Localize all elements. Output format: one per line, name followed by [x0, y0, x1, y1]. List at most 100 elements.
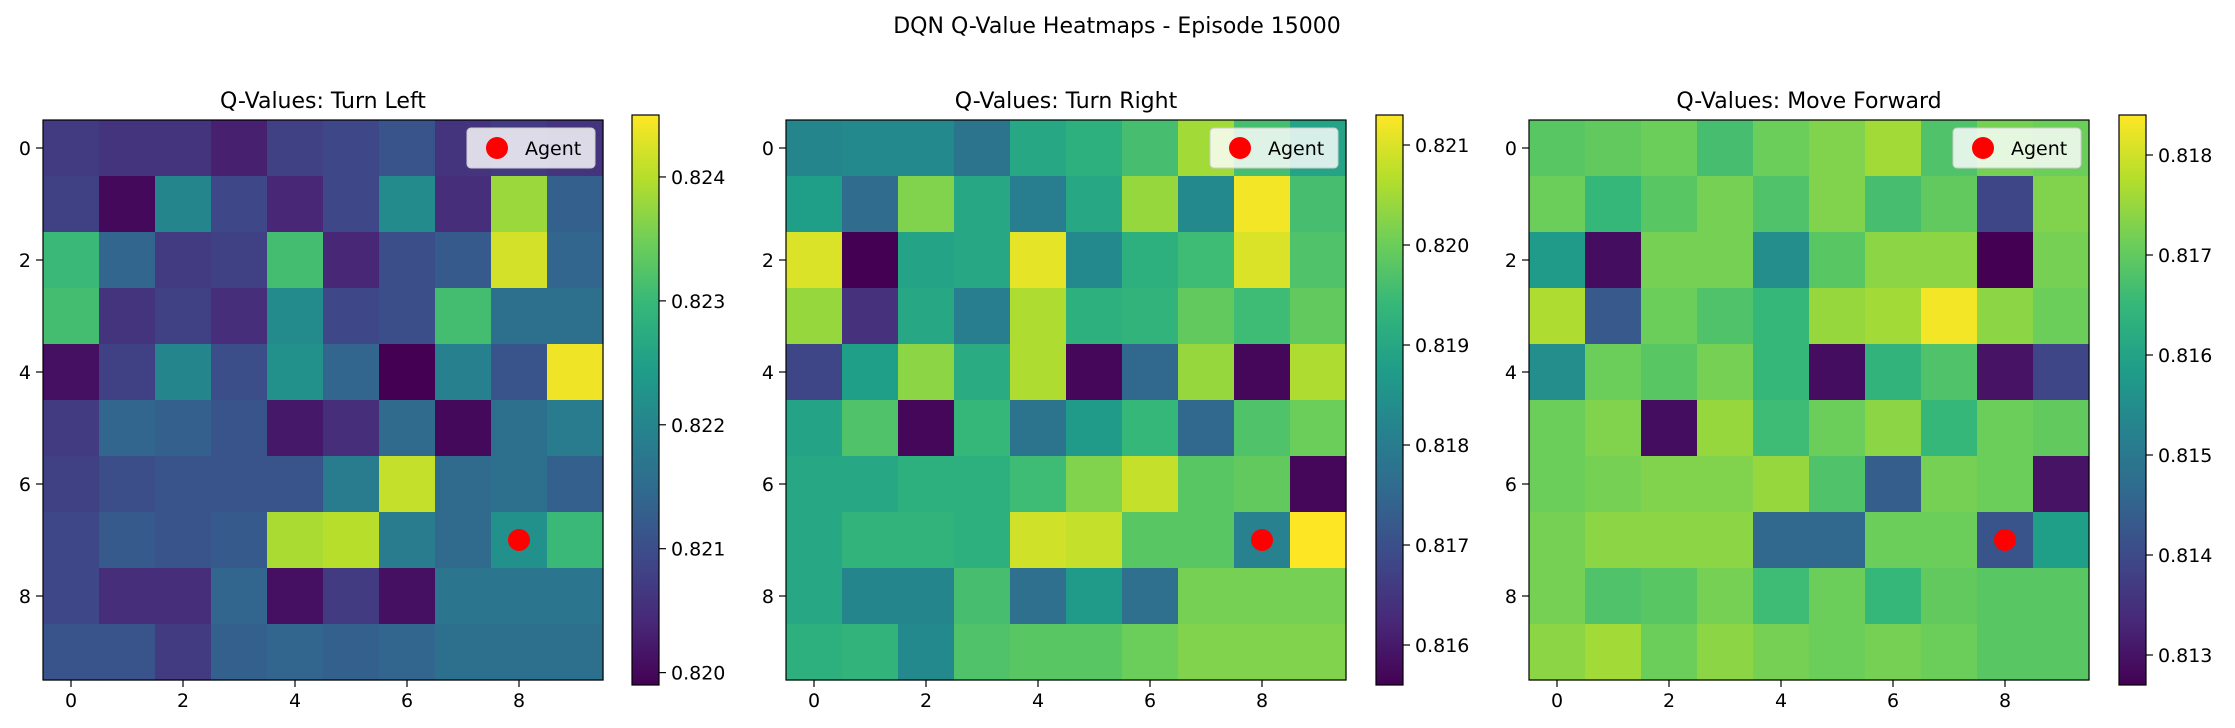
heatmap-cell: [1290, 512, 1347, 569]
figure-suptitle: DQN Q-Value Heatmaps - Episode 15000: [893, 14, 1341, 39]
heatmap-cell: [267, 568, 324, 625]
heatmap-cell: [1641, 120, 1698, 177]
x-tick-label: 4: [289, 690, 301, 712]
heatmap-cell: [435, 176, 492, 233]
heatmap-cell: [155, 456, 212, 513]
heatmap-cell: [898, 120, 955, 177]
heatmap-cell: [323, 400, 380, 457]
heatmap-cell: [1865, 624, 1922, 681]
y-tick-label: 6: [762, 474, 774, 496]
heatmap-cell: [786, 232, 843, 289]
heatmap-cell: [1697, 624, 1754, 681]
colorbar-tick-label: 0.824: [671, 167, 725, 189]
heatmap-cell: [211, 344, 268, 401]
heatmap-cell: [2033, 176, 2090, 233]
heatmap-cell: [267, 176, 324, 233]
y-tick-label: 2: [19, 250, 31, 272]
heatmap-cell: [1290, 400, 1347, 457]
heatmap-cell: [43, 624, 100, 681]
heatmap-cell: [1178, 568, 1235, 625]
heatmap-cell: [1641, 512, 1698, 569]
heatmap-cell: [1585, 400, 1642, 457]
heatmap-cell: [1178, 400, 1235, 457]
heatmap-cell: [786, 120, 843, 177]
heatmap-cell: [842, 120, 899, 177]
heatmap-cell: [1290, 624, 1347, 681]
legend-label: Agent: [2011, 138, 2067, 160]
heatmap-cell: [379, 176, 436, 233]
heatmap-cell: [842, 344, 899, 401]
heatmap-cell: [491, 176, 548, 233]
heatmap-cell: [1697, 568, 1754, 625]
heatmap-cell: [1865, 120, 1922, 177]
heatmap-cell: [1585, 456, 1642, 513]
heatmap-cell: [898, 456, 955, 513]
heatmap-cell: [547, 568, 604, 625]
heatmap-cell: [1066, 176, 1123, 233]
heatmap-cell: [842, 232, 899, 289]
heatmap-cell: [954, 568, 1011, 625]
colorbar-gradient: [631, 114, 660, 686]
heatmap-panel-3: Q-Values: Move Forward 0 2 4 6 8 0 2 4 6 8 Agent 0.8…: [1505, 89, 2213, 712]
heatmap-cell: [786, 624, 843, 681]
heatmap-cell: [547, 288, 604, 345]
heatmap-cell: [954, 176, 1011, 233]
heatmap-cell: [1585, 512, 1642, 569]
heatmap-cell: [1234, 456, 1291, 513]
heatmap-cell: [379, 120, 436, 177]
heatmap-cell: [435, 568, 492, 625]
heatmap-cell: [1234, 232, 1291, 289]
heatmap-cell: [491, 232, 548, 289]
heatmap-cell: [1641, 624, 1698, 681]
heatmap-cell: [155, 120, 212, 177]
y-tick-label: 6: [19, 474, 31, 496]
heatmap-cell: [43, 288, 100, 345]
heatmap-cell: [1977, 232, 2034, 289]
heatmap-cell: [954, 456, 1011, 513]
heatmap-cell: [379, 288, 436, 345]
heatmap-cell: [842, 176, 899, 233]
x-tick-label: 6: [1144, 690, 1156, 712]
colorbar-gradient: [1375, 114, 1404, 686]
heatmap-cell: [842, 288, 899, 345]
legend-agent-marker: [1229, 137, 1251, 159]
heatmap-cell: [786, 512, 843, 569]
heatmap-cell: [211, 624, 268, 681]
heatmap-cell: [1122, 176, 1179, 233]
heatmap-cell: [99, 120, 156, 177]
heatmap-cell: [155, 568, 212, 625]
heatmap-cell: [1122, 288, 1179, 345]
heatmap-cell: [1921, 344, 1978, 401]
colorbar-tick-label: 0.813: [2158, 645, 2212, 667]
heatmap-cell: [1290, 232, 1347, 289]
heatmap-cell: [786, 568, 843, 625]
heatmap-cell: [323, 512, 380, 569]
heatmap-cell: [1809, 232, 1866, 289]
heatmap-cell: [1178, 344, 1235, 401]
heatmap-panel-2: Q-Values: Turn Right 0 2 4 6 8 0 2 4 6 8 Agent 0.816…: [762, 89, 1470, 712]
heatmap-cell: [786, 400, 843, 457]
heatmap-cell: [379, 624, 436, 681]
heatmap-cell: [1697, 400, 1754, 457]
agent-marker: [508, 529, 530, 551]
heatmap-cell: [1529, 568, 1586, 625]
legend: Agent: [466, 127, 596, 169]
heatmap-cell: [323, 568, 380, 625]
heatmap-cell: [1977, 344, 2034, 401]
heatmap-cell: [1865, 288, 1922, 345]
x-tick-label: 0: [65, 690, 77, 712]
x-tick-label: 6: [1887, 690, 1899, 712]
heatmap-cell: [1178, 512, 1235, 569]
heatmap-cell: [435, 512, 492, 569]
heatmap-cell: [435, 344, 492, 401]
agent-marker: [1994, 529, 2016, 551]
heatmap-cell: [43, 176, 100, 233]
heatmap-cell: [1010, 344, 1067, 401]
y-tick-label: 8: [762, 586, 774, 608]
heatmap-cell: [1809, 624, 1866, 681]
heatmap-cell: [2033, 288, 2090, 345]
heatmap-cell: [1290, 344, 1347, 401]
heatmap-cell: [491, 400, 548, 457]
heatmap-cell: [1977, 288, 2034, 345]
heatmap-cell: [1921, 624, 1978, 681]
